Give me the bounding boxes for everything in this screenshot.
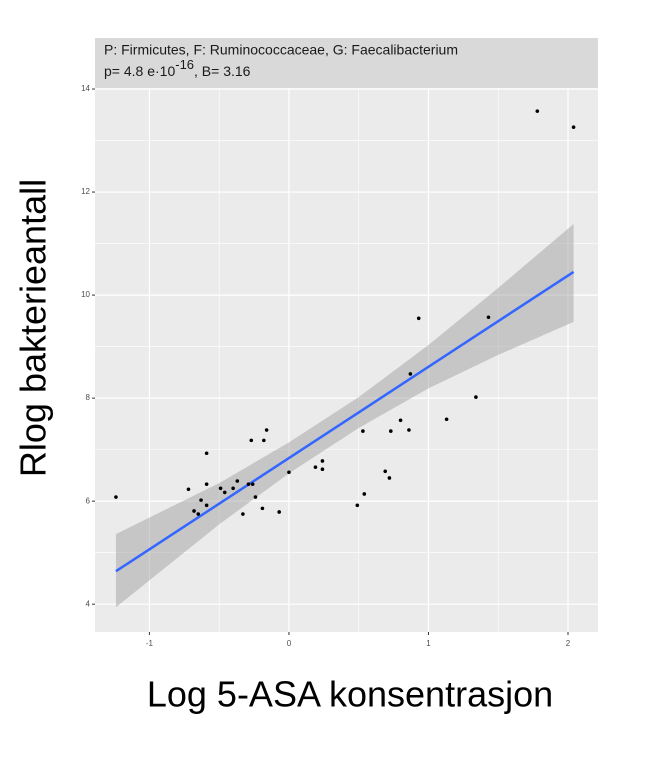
point	[355, 503, 360, 508]
y-tick-label: 4	[86, 599, 91, 608]
point	[408, 372, 413, 376]
point	[249, 438, 254, 443]
point	[535, 109, 540, 113]
point	[320, 467, 325, 472]
strip-superscript: -16	[175, 57, 194, 72]
point	[474, 395, 478, 399]
point	[387, 476, 392, 480]
confidence-band	[115, 224, 574, 608]
point	[277, 510, 281, 514]
y-tick-label: 6	[86, 496, 91, 505]
strip-text: p= 4.8 e·10	[104, 63, 175, 79]
strip-line1: P: Firmicutes, F: Ruminococcaceae, G: Fa…	[104, 42, 458, 58]
panel	[95, 88, 598, 632]
point	[186, 487, 191, 492]
point	[444, 417, 449, 422]
x-axis-title: Log 5-ASA konsentrasjon	[147, 674, 553, 715]
point	[250, 482, 255, 486]
point	[287, 470, 291, 475]
point	[389, 429, 393, 433]
point	[383, 469, 388, 474]
point	[320, 459, 325, 463]
point	[264, 428, 269, 432]
y-tick-label: 12	[81, 187, 90, 196]
point	[262, 438, 266, 443]
point	[204, 482, 209, 486]
point	[199, 498, 203, 502]
point	[407, 428, 411, 432]
point	[222, 490, 227, 495]
point	[204, 451, 209, 456]
point	[218, 486, 223, 491]
x-tick-label: 2	[566, 639, 571, 648]
fit-line	[115, 270, 575, 573]
point	[260, 506, 265, 511]
y-axis-title: Rlog bakterieantall	[13, 179, 54, 477]
point	[253, 495, 258, 499]
point	[486, 315, 491, 320]
x-tick-label: 0	[287, 639, 292, 648]
point	[241, 512, 245, 516]
point	[114, 495, 118, 499]
x-tick-label: 1	[426, 639, 431, 648]
point	[246, 482, 251, 486]
point	[192, 509, 196, 513]
point	[235, 479, 240, 483]
point	[571, 125, 576, 129]
x-tick-label: -1	[146, 639, 154, 648]
y-tick-label: 8	[86, 393, 91, 402]
point	[231, 486, 235, 491]
point	[362, 492, 367, 496]
point	[204, 503, 209, 508]
point	[313, 465, 318, 469]
point	[361, 429, 365, 433]
y-tick-label: 10	[81, 290, 90, 299]
point	[196, 512, 201, 516]
point	[398, 418, 403, 423]
strip-line2: p= 4.8 e·10-16, B= 3.16	[104, 57, 251, 78]
strip	[95, 38, 598, 88]
point	[416, 316, 421, 321]
y-tick-label: 14	[81, 84, 90, 93]
strip-text: , B= 3.16	[194, 63, 251, 79]
